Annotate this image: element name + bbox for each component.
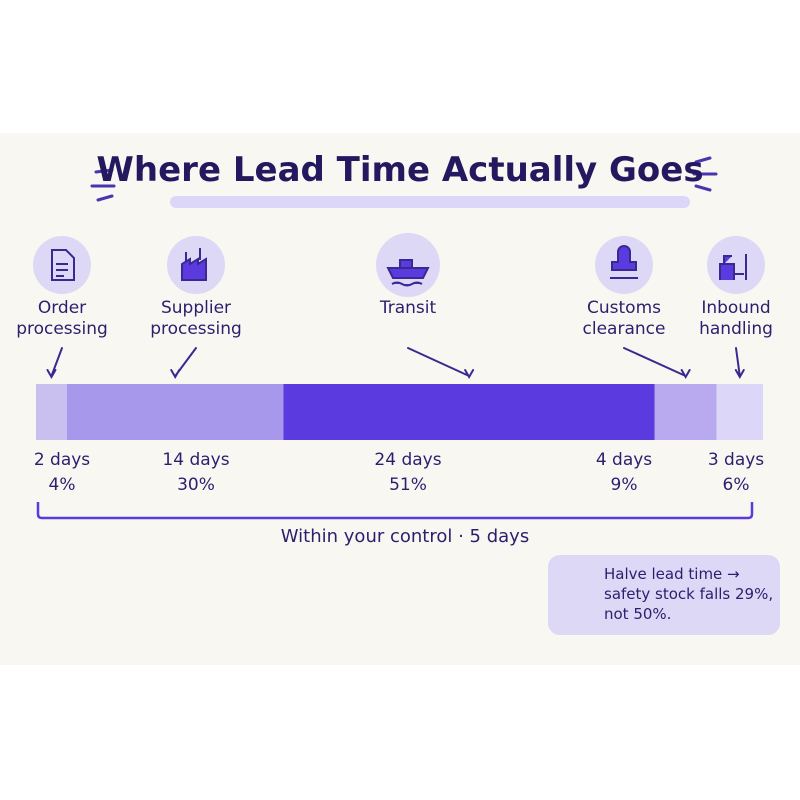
days-label: 4 days bbox=[595, 450, 653, 470]
days-label: 14 days bbox=[162, 450, 230, 470]
pointer-arrow bbox=[407, 347, 475, 380]
pointer-arrow bbox=[170, 347, 197, 380]
icon-glyphs bbox=[51, 245, 747, 287]
days-label: 3 days bbox=[707, 450, 765, 470]
pointer-arrow bbox=[734, 347, 745, 380]
title-accents bbox=[90, 156, 718, 202]
share-label: 9% bbox=[610, 475, 638, 495]
callout-box bbox=[548, 555, 780, 635]
days-label: 2 days bbox=[33, 450, 91, 470]
bar-group bbox=[36, 384, 763, 440]
category-label: Supplier processing bbox=[150, 298, 242, 339]
days-label: 24 days bbox=[374, 450, 442, 470]
bar-segment bbox=[36, 384, 67, 440]
bracket bbox=[36, 502, 754, 520]
category-label: Customs clearance bbox=[582, 298, 666, 339]
bar-segment bbox=[283, 384, 655, 440]
category-label: Order processing bbox=[16, 298, 108, 339]
bar-segment bbox=[66, 384, 284, 440]
pointer-arrow bbox=[623, 347, 691, 380]
share-label: 51% bbox=[389, 475, 427, 495]
pointer-arrow bbox=[46, 347, 63, 380]
chart-title: Where Lead Time Actually Goes bbox=[96, 150, 704, 190]
callout-text: Halve lead time → safety stock falls 29%… bbox=[604, 565, 774, 623]
category-label: Transit bbox=[379, 298, 437, 318]
bar-segment bbox=[654, 384, 717, 440]
category-label: Inbound handling bbox=[699, 298, 773, 339]
share-label: 30% bbox=[177, 475, 215, 495]
share-label: 6% bbox=[722, 475, 750, 495]
title-highlight bbox=[170, 196, 690, 208]
annotation: Within your control · 5 days bbox=[280, 526, 530, 547]
share-label: 4% bbox=[48, 475, 76, 495]
bar-segment bbox=[716, 384, 763, 440]
